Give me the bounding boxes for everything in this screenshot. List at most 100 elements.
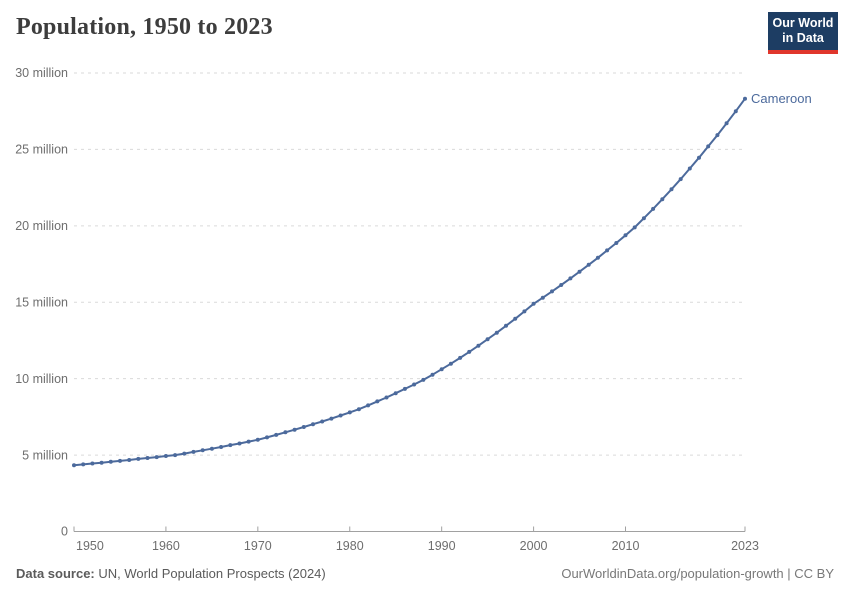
data-point-marker (743, 96, 747, 101)
data-point-marker (182, 451, 187, 456)
data-point-marker (163, 454, 168, 458)
data-point-marker (733, 109, 738, 114)
data-point-marker (614, 241, 619, 245)
owid-logo-line1: Our World (772, 16, 834, 30)
data-point-marker (311, 422, 315, 427)
data-point-marker (255, 437, 260, 442)
data-point-marker (559, 283, 564, 287)
y-axis-tick-label: 30 million (15, 66, 68, 80)
data-point-marker (118, 458, 122, 463)
data-source-note: Data source: UN, World Population Prospe… (16, 566, 326, 581)
owid-logo-line2: in Data (782, 31, 824, 46)
data-point-marker (485, 337, 490, 342)
data-point-marker (375, 399, 380, 404)
data-point-marker (439, 367, 444, 372)
data-point-marker (531, 301, 536, 306)
data-point-marker (550, 289, 554, 294)
data-point-marker (632, 225, 637, 230)
data-point-marker (219, 445, 224, 449)
data-point-marker (412, 382, 417, 387)
data-point-marker (706, 144, 711, 149)
data-point-marker (274, 432, 279, 437)
data-point-marker (458, 355, 463, 360)
x-axis-tick-label: 2010 (612, 539, 640, 553)
data-point-marker (173, 453, 178, 458)
data-point-marker (228, 443, 233, 448)
credit-link[interactable]: OurWorldinData.org/population-growth | C… (561, 566, 834, 581)
data-point-marker (329, 416, 334, 421)
footer: Data source: UN, World Population Prospe… (16, 566, 834, 581)
data-point-marker (715, 133, 720, 138)
data-point-marker (467, 349, 472, 354)
data-point-marker (577, 269, 582, 274)
data-point-marker (81, 462, 86, 467)
owid-logo[interactable]: Our World in Data (768, 12, 838, 54)
population-series-line[interactable] (73, 97, 746, 467)
y-axis-tick-label: 0 (61, 525, 68, 539)
data-point-marker (540, 295, 545, 300)
data-point-marker (301, 425, 306, 429)
data-point-marker (127, 458, 132, 462)
entity-label[interactable]: Cameroon (751, 91, 812, 106)
x-axis-tick-label: 2000 (520, 539, 548, 553)
data-point-marker (90, 461, 95, 466)
data-point-marker (430, 372, 435, 377)
x-axis-tick-label: 1960 (152, 539, 180, 553)
x-axis-tick-label: 1970 (244, 539, 272, 553)
data-point-marker (623, 233, 628, 238)
data-point-marker (448, 361, 453, 366)
data-point-marker (476, 343, 481, 348)
data-point-marker (72, 463, 76, 468)
y-axis-tick-label: 15 million (15, 295, 68, 309)
data-point-marker (136, 456, 141, 461)
data-point-marker (393, 391, 398, 396)
data-point-marker (200, 448, 205, 453)
data-point-marker (209, 446, 214, 451)
y-axis-tick-label: 20 million (15, 219, 68, 233)
data-point-marker (402, 386, 407, 391)
data-point-marker (154, 455, 159, 460)
y-axis-tick-label: 25 million (15, 143, 68, 157)
data-point-marker (421, 377, 426, 382)
page-title: Population, 1950 to 2023 (16, 14, 273, 40)
data-point-marker (356, 407, 361, 412)
data-point-marker (338, 413, 343, 418)
data-point-marker (522, 309, 527, 314)
data-point-marker (292, 427, 297, 432)
data-point-marker (660, 197, 665, 202)
data-point-marker (320, 419, 325, 424)
data-point-marker (687, 166, 692, 171)
data-point-marker (237, 441, 242, 446)
data-point-marker (605, 248, 610, 253)
data-point-marker (145, 456, 150, 460)
data-point-marker (366, 403, 371, 408)
x-axis-tick-label: 1950 (76, 539, 104, 553)
x-axis-tick-label: 1980 (336, 539, 364, 553)
data-point-marker (108, 459, 113, 464)
data-point-marker (724, 121, 729, 126)
data-point-marker (246, 439, 251, 444)
x-axis-tick-label: 1990 (428, 539, 456, 553)
data-point-marker (595, 255, 600, 260)
data-point-marker (697, 155, 701, 160)
data-point-marker (99, 460, 104, 465)
y-axis-tick-label: 5 million (22, 448, 68, 462)
data-point-marker (568, 276, 573, 281)
data-point-marker (283, 430, 288, 435)
data-point-marker (384, 395, 389, 400)
data-point-marker (678, 177, 683, 182)
y-axis-tick-label: 10 million (15, 372, 68, 386)
data-point-marker (669, 187, 674, 192)
data-point-marker (347, 410, 352, 415)
data-point-marker (191, 449, 196, 454)
data-point-marker (513, 316, 518, 321)
data-point-marker (265, 435, 269, 440)
x-axis-tick-label: 2023 (731, 539, 759, 553)
data-source-label: Data source: (16, 566, 95, 581)
data-source-text: UN, World Population Prospects (2024) (98, 566, 326, 581)
data-point-marker (586, 262, 591, 267)
data-point-marker (494, 330, 499, 335)
data-point-marker (641, 216, 646, 221)
